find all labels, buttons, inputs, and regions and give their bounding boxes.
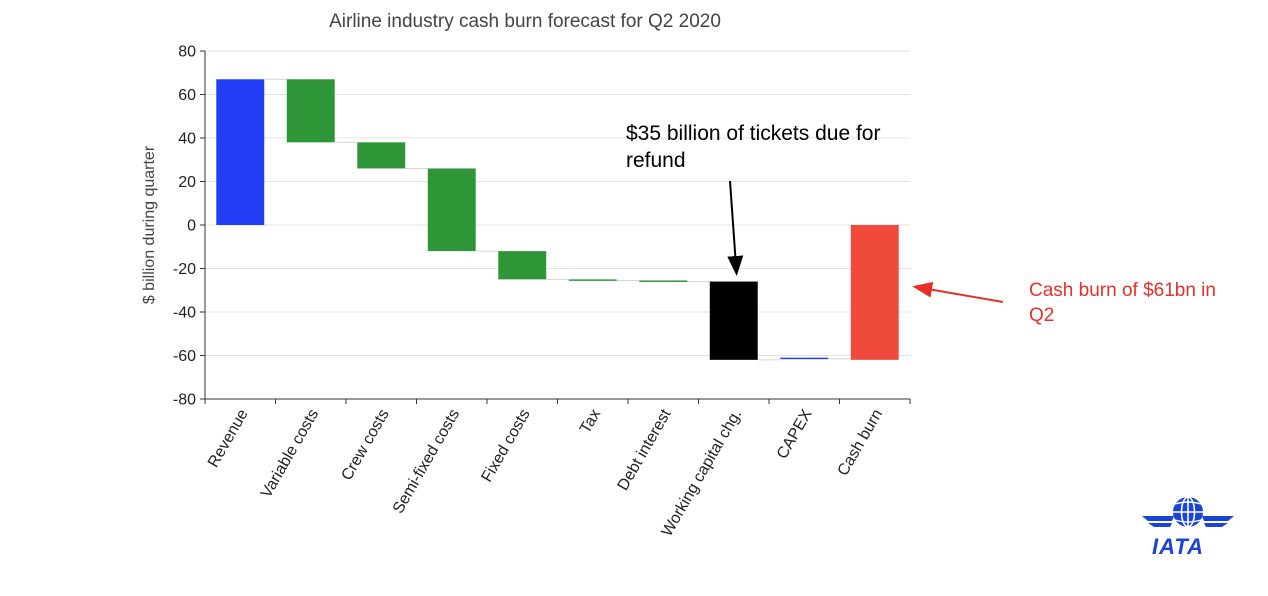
bar-variable-costs	[286, 79, 335, 143]
bars	[216, 79, 899, 360]
x-category-label: Cash burn	[835, 407, 887, 479]
y-axis-title: $ billion during quarter	[141, 145, 158, 304]
x-category-label: Debt interest	[615, 406, 675, 494]
bar-cash-burn	[850, 225, 899, 360]
x-category-label: Semi-fixed costs	[390, 407, 463, 517]
y-tick-labels: 80 60 40 20 0 -20 -40 -60 -80	[173, 44, 196, 409]
y-tick-label: 80	[178, 44, 196, 61]
tickets-arrow	[727, 180, 744, 276]
y-tick-label: -80	[173, 392, 196, 409]
tickets-annotation: $35 billion of tickets due for refund	[626, 122, 881, 172]
iata-logo-icon	[1142, 496, 1234, 528]
chart-title: Airline industry cash burn forecast for …	[329, 11, 721, 32]
y-tick-label: -40	[173, 305, 196, 322]
bar-debt-interest	[639, 280, 688, 282]
x-category-label: Tax	[577, 407, 604, 437]
y-tick-label: 40	[178, 131, 196, 148]
bar-semi-fixed-costs	[427, 168, 476, 252]
bar-revenue	[216, 79, 265, 226]
y-tick-label: -60	[173, 348, 196, 365]
x-category-label: Crew costs	[338, 407, 392, 484]
x-category-label: Revenue	[205, 406, 252, 470]
axes	[200, 50, 911, 404]
bar-tax	[568, 279, 617, 281]
x-category-labels: Revenue Variable costs Crew costsSemi-fixe…	[205, 406, 886, 539]
y-tick-label: 20	[178, 174, 196, 191]
x-category-label: Variable costs	[258, 407, 322, 502]
logo-text: IATA	[1152, 534, 1205, 559]
bar-capex	[780, 357, 829, 360]
bar-working-capital-chg	[709, 281, 758, 360]
bar-fixed-costs	[498, 251, 547, 280]
y-tick-label: 60	[178, 87, 196, 104]
x-category-label: Working capital chg.	[659, 407, 746, 540]
y-tick-label: -20	[173, 261, 196, 278]
x-category-label: CAPEX	[774, 406, 816, 462]
connector-lines	[264, 78, 851, 361]
cash-burn-annotation: Cash burn of $61bn in Q2	[1029, 280, 1216, 326]
x-category-label: Fixed costs	[479, 407, 534, 486]
cash-burn-arrow	[912, 281, 1004, 303]
y-tick-label: 0	[187, 218, 196, 235]
bar-crew-costs	[357, 142, 406, 169]
